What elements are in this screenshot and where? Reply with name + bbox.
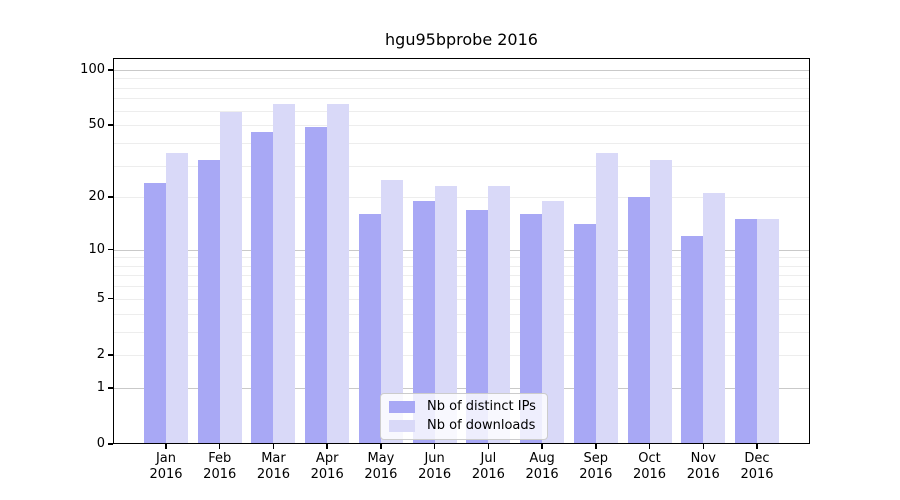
x-tick-label: Feb 2016 (203, 451, 237, 482)
y-tick-label: 1 (96, 379, 105, 395)
x-tick-label: Mar 2016 (256, 451, 290, 482)
x-tick (756, 444, 758, 449)
x-tick-label: Jan 2016 (149, 451, 183, 482)
x-tick (218, 444, 221, 449)
bar-downloads (380, 179, 403, 444)
bar-downloads (327, 104, 350, 444)
gridline-major (113, 387, 810, 389)
gridline-minor (113, 197, 810, 199)
bar-downloads (273, 104, 296, 444)
y-tick-label: 5 (96, 290, 105, 306)
bar-distinct-ips (305, 126, 328, 444)
gridline-minor (113, 98, 810, 100)
gridline-minor (113, 87, 810, 89)
bar-distinct-ips (358, 214, 381, 444)
x-tick (702, 444, 705, 449)
x-tick-label: Aug 2016 (525, 451, 559, 482)
gridline-minor (113, 286, 810, 288)
legend-row-distinct-ips: Nb of distinct IPs (389, 400, 539, 414)
gridline-minor (113, 354, 810, 356)
y-tick (108, 443, 113, 445)
chart-title: hgu95bprobe 2016 (385, 30, 538, 49)
gridline-minor (113, 165, 810, 167)
y-tick-label: 0 (96, 436, 105, 451)
y-tick (108, 248, 113, 251)
legend-swatch-downloads (389, 420, 415, 432)
gridline-minor (113, 331, 810, 333)
x-tick (380, 444, 382, 449)
x-tick-label: Oct 2016 (632, 451, 667, 482)
gridline-minor (113, 110, 810, 112)
x-tick (595, 444, 597, 449)
y-tick (108, 69, 113, 71)
y-tick (108, 196, 113, 198)
legend-row-downloads: Nb of downloads (389, 419, 539, 433)
x-tick (165, 444, 167, 449)
bar-downloads (542, 201, 565, 444)
plot-area (113, 58, 810, 444)
legend-swatch-distinct-ips (389, 401, 415, 413)
legend-label-distinct-ips: Nb of distinct IPs (427, 399, 536, 414)
bar-distinct-ips (412, 201, 435, 444)
gridline-minor (113, 125, 810, 127)
bar-distinct-ips (251, 131, 274, 444)
x-tick-label: Jul 2016 (471, 451, 505, 482)
y-tick (108, 124, 113, 126)
x-tick-label: May 2016 (364, 451, 398, 482)
x-tick-label: Dec 2016 (740, 451, 774, 482)
gridline-minor (113, 298, 810, 300)
bar-downloads (166, 153, 188, 444)
y-tick-label: 20 (88, 189, 105, 205)
gridline-minor (113, 313, 810, 315)
x-tick (433, 444, 436, 449)
bar-distinct-ips (627, 197, 650, 444)
bar-distinct-ips (735, 219, 757, 444)
bar-downloads (757, 219, 779, 444)
bar-distinct-ips (681, 236, 704, 444)
bar-distinct-ips (573, 224, 596, 444)
bar-downloads (649, 160, 672, 444)
x-tick-label: Jun 2016 (418, 451, 452, 482)
gridline-minor (113, 142, 810, 144)
x-tick (648, 444, 651, 449)
y-tick (108, 297, 113, 300)
y-tick (108, 387, 113, 389)
x-tick (326, 444, 328, 449)
x-tick-label: Apr 2016 (310, 451, 344, 482)
gridline-minor (113, 275, 810, 277)
gridline-major (113, 69, 810, 71)
y-tick-label: 50 (88, 117, 105, 133)
bar-distinct-ips (144, 183, 166, 444)
gridline-minor (113, 257, 810, 259)
y-tick (108, 354, 113, 356)
x-tick-label: Sep 2016 (579, 451, 613, 482)
bar-downloads (595, 153, 618, 444)
x-tick (272, 444, 275, 449)
legend-label-downloads: Nb of downloads (427, 418, 536, 433)
y-tick-label: 10 (88, 241, 105, 257)
bar-distinct-ips (197, 160, 220, 444)
y-tick-label: 100 (80, 61, 105, 77)
gridline-minor (113, 78, 810, 80)
bar-downloads (219, 112, 242, 444)
y-tick-label: 2 (96, 346, 105, 362)
bar-downloads (488, 186, 511, 444)
gridline-minor (113, 265, 810, 267)
bar-downloads (703, 193, 726, 444)
legend: Nb of distinct IPs Nb of downloads (380, 393, 548, 440)
x-tick (487, 444, 490, 449)
bar-distinct-ips (520, 214, 543, 444)
bar-downloads (434, 186, 457, 444)
x-tick-label: Nov 2016 (686, 451, 720, 482)
x-tick (541, 444, 543, 449)
bar-distinct-ips (466, 209, 489, 444)
gridline-major (113, 249, 810, 251)
